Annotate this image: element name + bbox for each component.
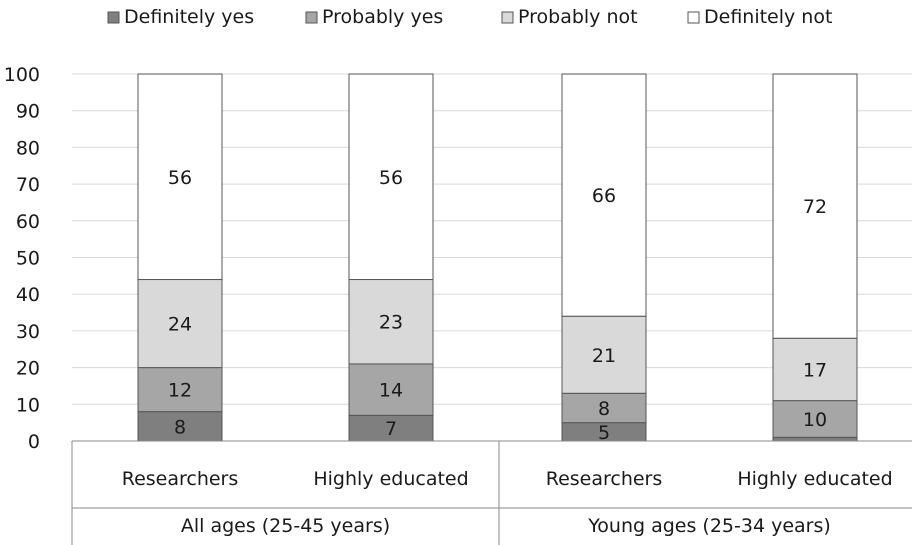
bar-segment-definitely-not [561, 73, 647, 317]
bar-segment-definitely-not [348, 73, 434, 281]
data-label: 24 [168, 314, 192, 336]
data-label: 23 [379, 312, 403, 334]
data-label: 8 [174, 416, 186, 438]
y-tick-label: 0 [28, 431, 40, 453]
data-label: 56 [379, 167, 403, 189]
legend-swatch [687, 11, 700, 24]
data-label: 14 [379, 380, 403, 402]
y-tick-label: 30 [16, 321, 40, 343]
legend-swatch [107, 11, 120, 24]
x-group-label: Young ages (25-34 years) [587, 515, 831, 537]
x-group-label: All ages (25-45 years) [181, 515, 390, 537]
y-tick-label: 80 [16, 137, 40, 159]
bar-segment-probably-not [348, 279, 434, 365]
bar-segment-definitely-not [137, 73, 223, 281]
y-tick-label: 70 [16, 174, 40, 196]
data-label: 12 [168, 380, 192, 402]
y-tick-label: 10 [16, 394, 40, 416]
x-category-label: Researchers [122, 468, 239, 490]
data-label: 7 [385, 418, 397, 440]
y-tick-label: 40 [16, 284, 40, 306]
x-category-label: Researchers [546, 468, 663, 490]
y-axis: 0 10 20 30 40 50 60 70 80 90 100 [4, 64, 40, 453]
bar-segment-probably-yes [348, 363, 434, 416]
y-tick-label: 60 [16, 211, 40, 233]
bar-segment-probably-yes [561, 392, 647, 424]
data-label: 21 [592, 345, 616, 367]
bar-segment-probably-yes [137, 367, 223, 413]
legend-label: Probably yes [322, 6, 443, 28]
legend-swatch [305, 11, 318, 24]
data-label: 66 [592, 185, 616, 207]
x-axis: Researchers Highly educated Researchers Hig… [71, 440, 912, 545]
y-tick-label: 50 [16, 248, 40, 270]
data-label: 10 [803, 409, 827, 431]
x-category-label: Highly educated [313, 468, 468, 490]
data-label: 72 [803, 196, 827, 218]
bar-segment-probably-yes [772, 400, 858, 438]
legend-label: Definitely yes [124, 6, 254, 28]
bar-segment-probably-not [137, 279, 223, 369]
y-tick-label: 90 [16, 101, 40, 123]
bar-segment-definitely-yes [772, 436, 858, 442]
bar-segment-definitely-yes [348, 414, 434, 442]
data-label: 56 [168, 167, 192, 189]
legend-label: Definitely not [704, 6, 832, 28]
bar-segment-probably-not [561, 315, 647, 394]
bar-segment-definitely-not [772, 73, 858, 339]
legend-label: Probably not [518, 6, 638, 28]
x-category-label: Highly educated [737, 468, 892, 490]
y-tick-label: 20 [16, 358, 40, 380]
data-label: 17 [803, 359, 827, 381]
y-tick-label: 100 [4, 64, 40, 86]
bar-segment-probably-not [772, 337, 858, 402]
data-label: 5 [598, 422, 610, 444]
legend: Definitely yes Probably yes Probably not De… [107, 6, 832, 28]
legend-swatch [501, 11, 514, 24]
data-label: 8 [598, 398, 610, 420]
